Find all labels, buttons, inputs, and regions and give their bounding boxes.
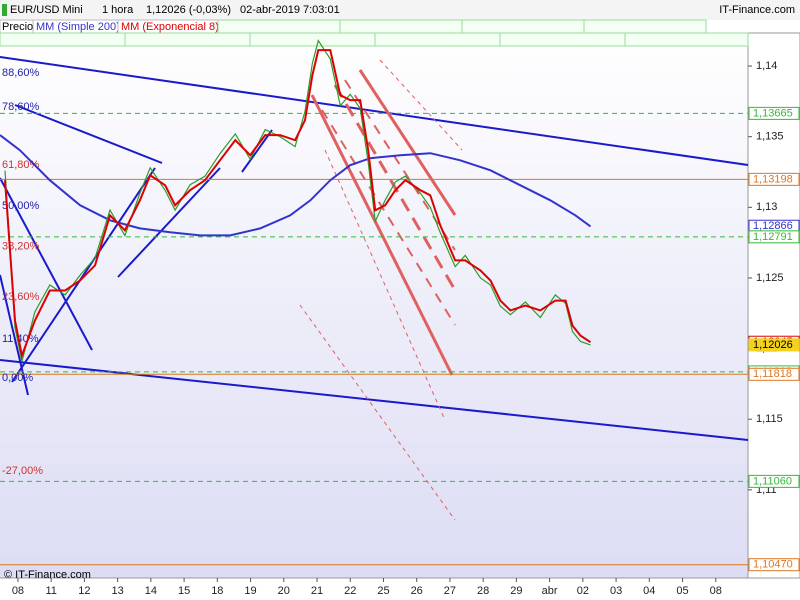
price-marker-label: 1,12026 [753, 339, 793, 351]
y-tick-label: 1,13 [756, 201, 777, 213]
price-marker-box [748, 474, 800, 488]
x-tick-label: 29 [510, 585, 522, 597]
regression-channel [299, 59, 463, 521]
price-marker-box [748, 338, 800, 352]
quote: 1,12026 (-0,03%) [146, 4, 231, 16]
series-line [0, 134, 592, 237]
x-tick-label: 18 [211, 585, 223, 597]
price-marker-label: 1,11818 [753, 368, 792, 380]
x-tick-label: 08 [12, 585, 24, 597]
x-tick-label: 25 [377, 585, 389, 597]
price-marker-label: 1,13665 [753, 107, 793, 119]
y-tick-label: 1,14 [756, 60, 777, 72]
fib-label: 50,00% [2, 200, 40, 212]
x-tick-label: 02 [577, 585, 589, 597]
y-tick-label: 1,135 [756, 131, 784, 143]
trend-lines [0, 56, 749, 441]
x-tick-label: abr [542, 585, 558, 597]
drawing-tool-tabs [0, 19, 749, 47]
header-bar [0, 0, 800, 20]
price-marker-box [748, 230, 800, 244]
price-marker-box [748, 558, 800, 572]
x-tick-label: 03 [610, 585, 622, 597]
price-marker-label: 1,11060 [753, 475, 792, 487]
legend-entry[interactable]: MM (Simple 200) [36, 21, 120, 33]
symbol: EUR/USD Mini [10, 4, 83, 16]
x-tick-label: 05 [676, 585, 688, 597]
fib-label: 78,60% [2, 101, 40, 113]
fib-label: -27,00% [2, 465, 43, 477]
x-tick-label: 28 [477, 585, 489, 597]
legend-entry[interactable]: MM (Exponencial 8) [121, 21, 219, 33]
y-tick-label: 1,115 [756, 413, 783, 425]
y-tick-label: 1,125 [756, 272, 784, 284]
x-tick-label: 04 [643, 585, 655, 597]
price-marker-label: 1,10470 [753, 559, 793, 571]
price-marker-box [748, 172, 800, 186]
price-marker-label: 1,13198 [753, 173, 793, 185]
price-marker-label: 1,12866 [753, 220, 793, 232]
fib-label: 0,00% [2, 372, 33, 384]
brand: IT-Finance.com [719, 4, 795, 16]
plot-area [0, 33, 748, 578]
x-tick-label: 19 [244, 585, 256, 597]
interval: 1 hora [102, 4, 134, 16]
price-marker-box [748, 367, 800, 381]
x-tick-label: 26 [411, 585, 423, 597]
fib-label: 23,60% [2, 291, 40, 303]
candle-icon [2, 4, 7, 16]
price-marker-label: 1,12791 [753, 231, 793, 243]
datetime: 02-abr-2019 7:03:01 [240, 4, 340, 16]
fib-label: 88,60% [2, 67, 40, 79]
price-marker-box [748, 106, 800, 120]
x-tick-label: 20 [278, 585, 290, 597]
footer: © IT-Finance.com [4, 569, 91, 581]
x-tick-label: 27 [444, 585, 456, 597]
fib-label: 61,80% [2, 159, 40, 171]
series-line [4, 49, 592, 360]
fib-label: 38,20% [2, 240, 40, 252]
x-tick-label: 12 [78, 585, 90, 597]
x-tick-label: 08 [710, 585, 722, 597]
legend-entry[interactable]: Precio [2, 21, 33, 33]
x-tick-label: 11 [45, 585, 56, 597]
x-tick-label: 15 [178, 585, 190, 597]
x-tick-label: 13 [112, 585, 124, 597]
x-tick-label: 22 [344, 585, 356, 597]
x-tick-label: 14 [145, 585, 157, 597]
x-tick-label: 21 [311, 585, 323, 597]
